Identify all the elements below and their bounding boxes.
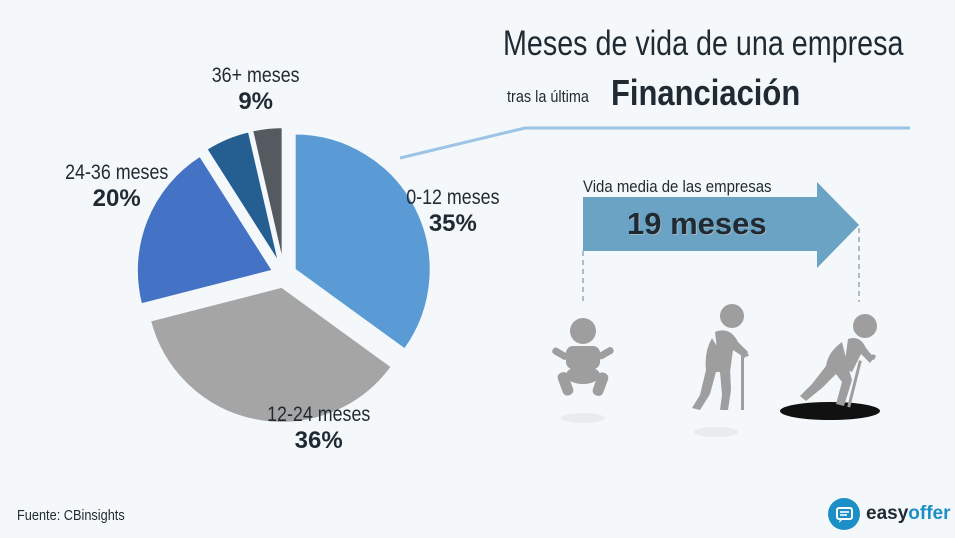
chart-title: Meses de vida de una empresa (503, 24, 904, 63)
source-note: Fuente: CBinsights (17, 507, 125, 524)
brand-chat-icon (828, 498, 860, 530)
brand-logo: easyoffer (828, 497, 951, 531)
slice-name-36-plus: 36+ meses (211, 64, 300, 87)
baby-icon (552, 318, 614, 396)
brand-name: easyoffer (866, 503, 951, 525)
brand-name-b: offer (908, 503, 951, 524)
slice-label-24-36: 24-36 meses 20% (56, 161, 177, 213)
pie-slice-0-12 (293, 132, 432, 351)
brand-name-a: easy (866, 503, 909, 524)
chart-subtitle-emphasis: Financiación (611, 72, 801, 113)
slice-name-0-12: 0-12 meses (406, 186, 500, 209)
pie-slice-36-plus-a (205, 130, 281, 265)
slice-value-0-12: 35% (428, 210, 477, 237)
pie-slice-36-plus-b (250, 126, 284, 264)
slice-label-36-plus: 36+ meses 9% (204, 64, 307, 116)
slice-name-24-36: 24-36 meses (65, 161, 169, 184)
title-underline (399, 126, 910, 160)
slice-name-12-24: 12-24 meses (267, 403, 371, 426)
average-life-label: Vida media de las empresas (583, 177, 772, 196)
elderly-person-icon (692, 304, 749, 410)
slice-label-12-24: 12-24 meses 36% (258, 403, 379, 455)
chart-subtitle: tras la última (507, 87, 589, 106)
slice-label-0-12: 0-12 meses 35% (398, 186, 508, 238)
slice-value-36-plus: 9% (238, 88, 273, 115)
falling-elderly-icon (800, 314, 877, 408)
average-life-value: 19 meses (627, 206, 767, 241)
pie-slice-24-36 (135, 154, 275, 306)
slice-value-12-24: 36% (294, 427, 343, 454)
slice-value-24-36: 20% (92, 185, 141, 212)
pie-slice-12-24 (148, 285, 394, 424)
average-life-arrow (583, 182, 859, 268)
hole-icon (780, 402, 880, 420)
